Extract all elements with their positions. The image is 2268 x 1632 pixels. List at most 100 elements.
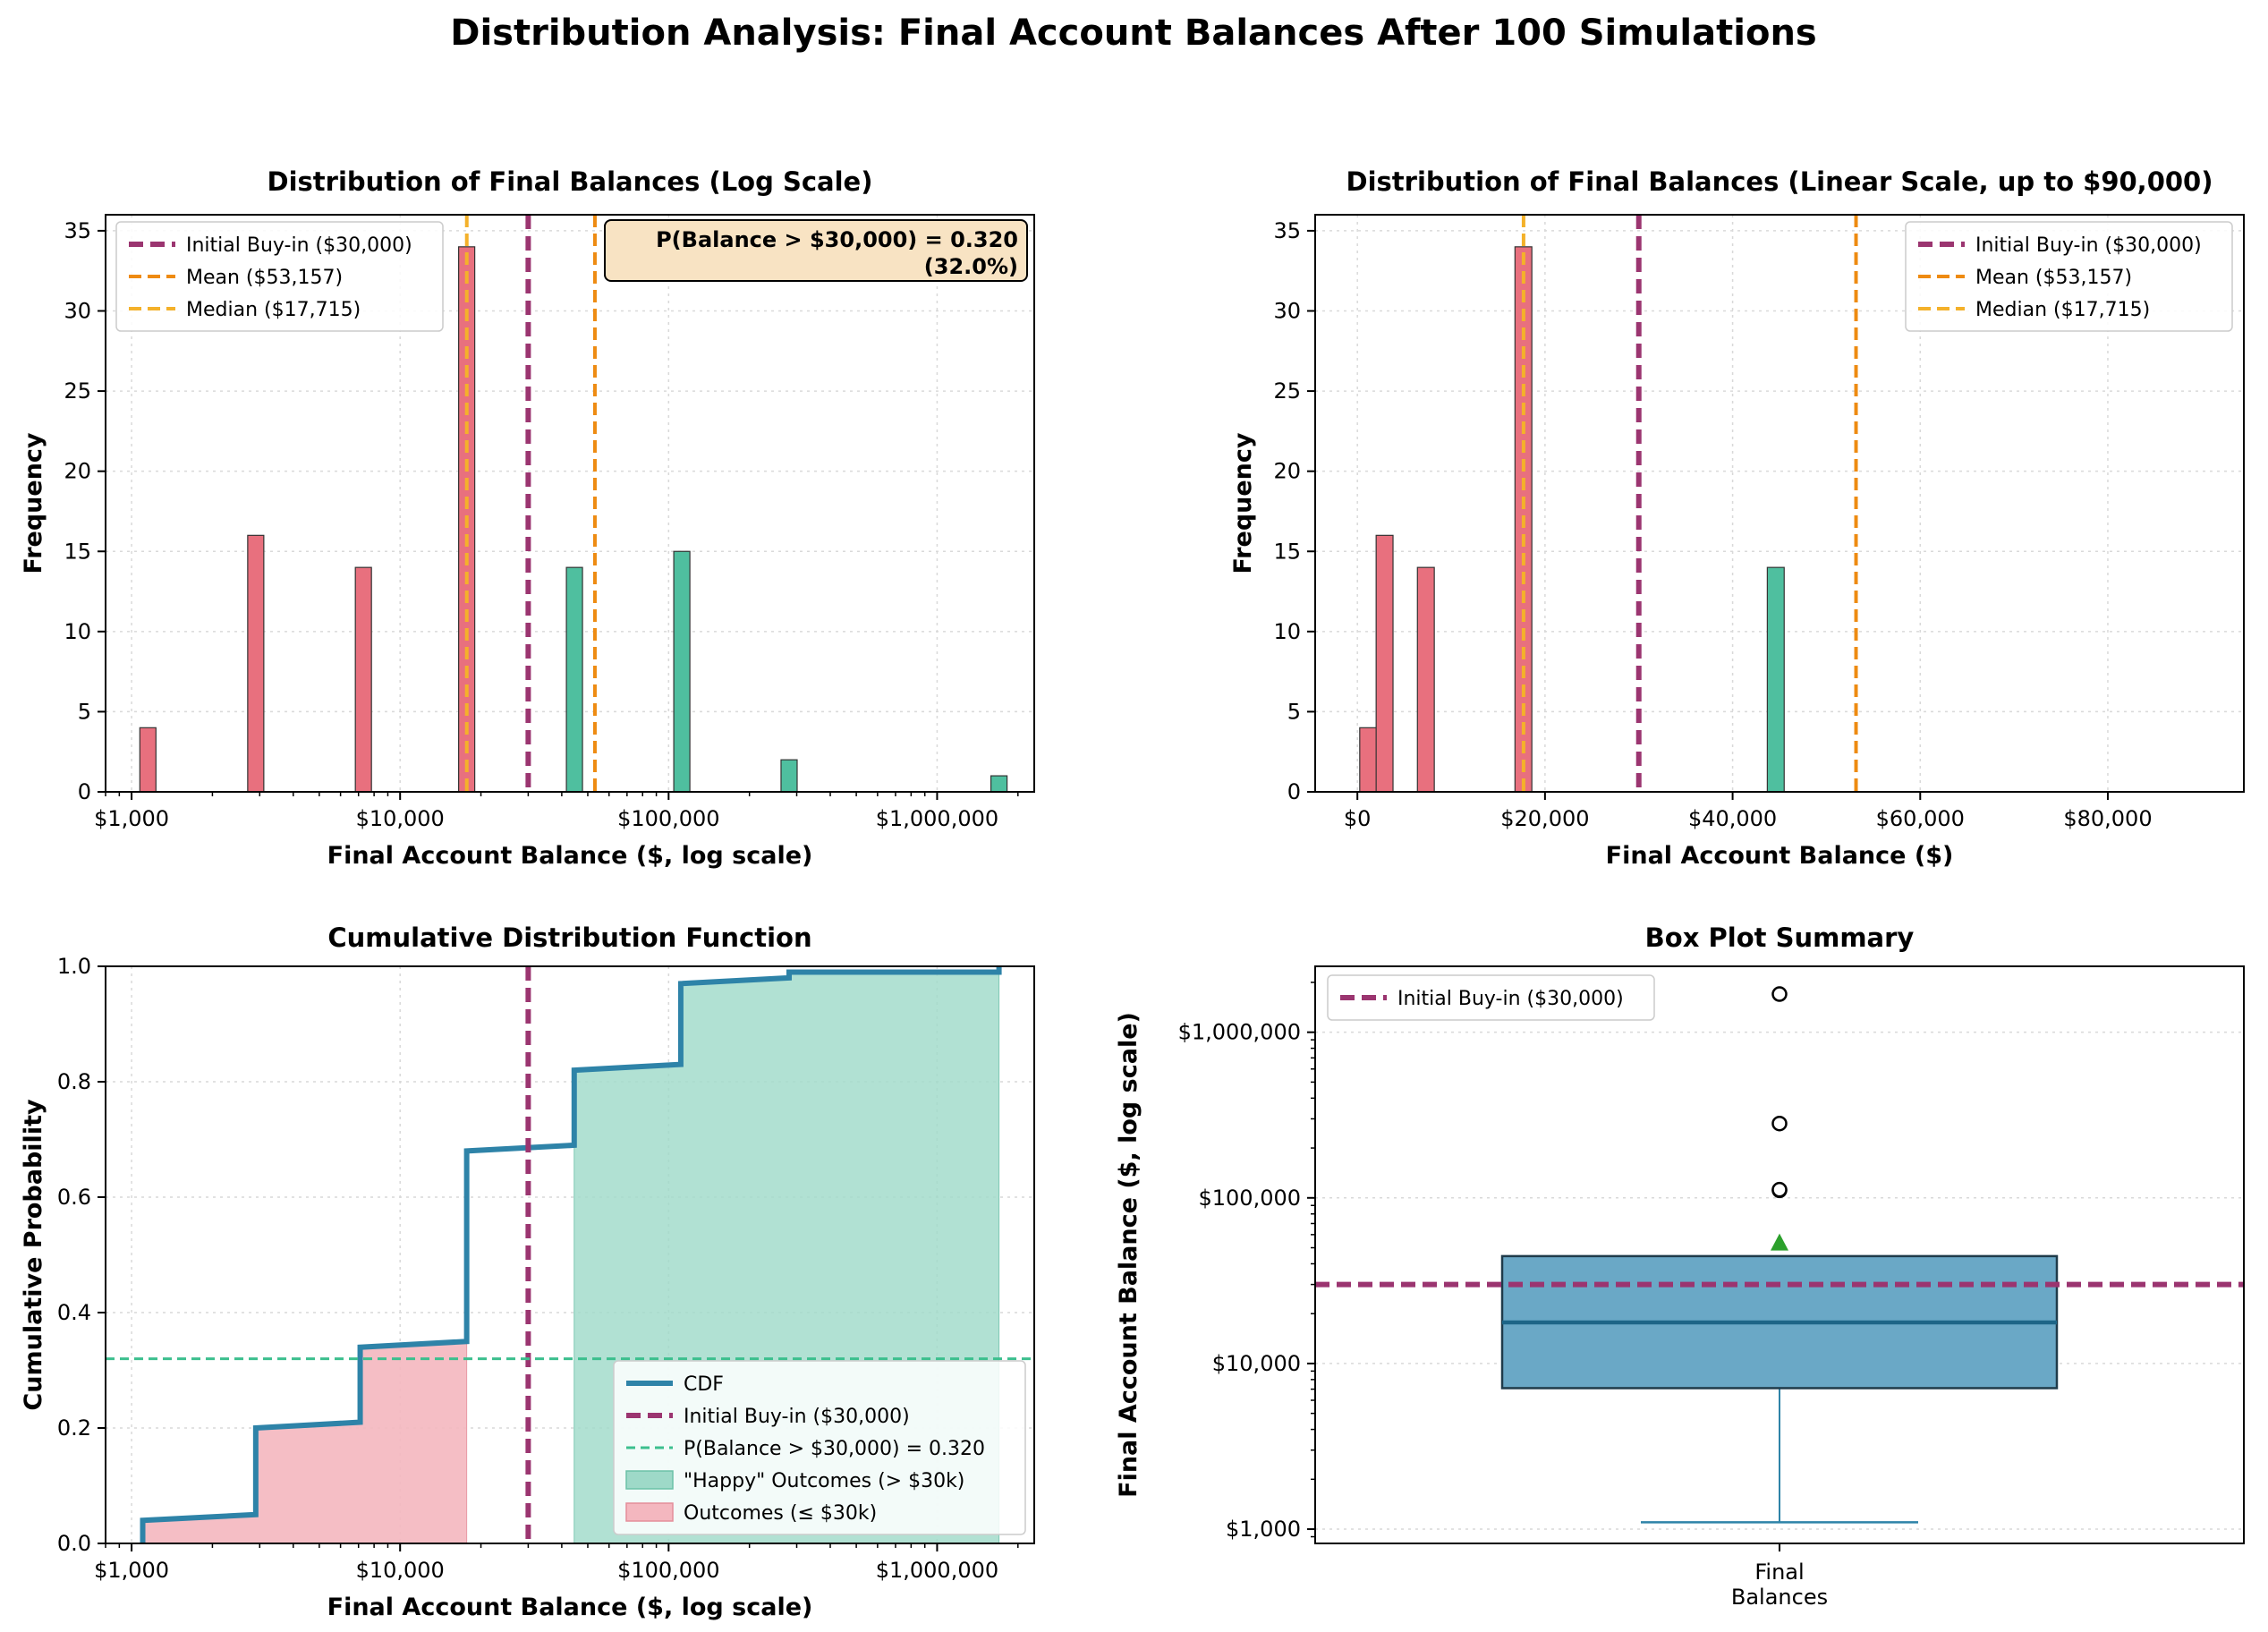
hist-log-legend-entry: Mean ($53,157) [186,267,343,289]
hist-linear-ytick-label: 35 [1273,218,1301,243]
hist-linear-ytick-label: 15 [1273,539,1301,564]
cdf-xtick-label: $10,000 [356,1558,445,1583]
box-xtick-label: Final [1754,1560,1804,1585]
box-outlier [1771,1115,1788,1132]
cdf-xtick-label: $1,000 [94,1558,169,1583]
cdf-panel: Cumulative Distribution Function 0.0 0.2 0.… [20,922,1035,1621]
cdf-ytick-label: 1.0 [57,954,91,979]
hist-log-annotation-line1: P(Balance > $30,000) = 0.320 [656,227,1018,252]
cdf-xlabel: Final Account Balance ($, log scale) [327,1594,813,1621]
cdf-xtick-label: $100,000 [617,1558,720,1583]
hist-linear-legend-entry: Initial Buy-in ($30,000) [1975,234,2202,257]
hist-log-ytick-label: 25 [64,378,91,404]
hist-log-xtick-label: $100,000 [617,806,720,831]
hist-log-ytick-label: 35 [64,218,91,243]
hist-log-bar [247,534,265,793]
cdf-ytick-label: 0.0 [57,1531,91,1556]
box-title: Box Plot Summary [1645,922,1915,953]
hist-log-bar [990,775,1008,793]
cdf-low-area [142,1151,468,1544]
hist-log-ytick-label: 15 [64,539,91,564]
hist-linear-bar [1416,566,1435,793]
hist-log-legend-entry: Initial Buy-in ($30,000) [186,234,412,257]
hist-log-bar [673,550,691,793]
hist-linear-xtick-label: $40,000 [1688,806,1777,831]
box-ylabel: Final Account Balance ($, log scale) [1115,1012,1142,1498]
hist-linear-legend-entry: Median ($17,715) [1975,299,2150,321]
hist-linear-ytick-label: 30 [1273,299,1301,324]
hist-linear-ytick-label: 20 [1273,459,1301,484]
hist-linear-xtick-label: $20,000 [1500,806,1589,831]
cdf-cdf-line [140,966,1002,1543]
hist-linear-bar [1375,534,1394,793]
hist-log-panel: Distribution of Final Balances (Log Scal… [20,166,1035,870]
hist-log-ytick-label: 5 [78,699,91,724]
box-outlier [1771,986,1788,1002]
box-outlier [1771,1181,1788,1198]
box-frame [1314,965,2245,1544]
hist-linear-ytick-label: 5 [1287,699,1301,724]
cdf-ytick-label: 0.6 [57,1185,91,1210]
hist-log-bar [139,727,157,793]
hist-linear-ytick-label: 25 [1273,378,1301,404]
cdf-legend-box [613,1360,1026,1535]
hist-log-xlabel: Final Account Balance ($, log scale) [327,842,813,870]
hist-log-bar [354,566,372,793]
hist-linear-xlabel: Final Account Balance ($) [1606,842,1954,870]
hist-linear-xtick-label: $0 [1344,806,1372,831]
box-mean-marker [1771,1233,1788,1251]
cdf-legend-entry: P(Balance > $30,000) = 0.320 [684,1438,985,1460]
hist-linear-bar [1359,727,1378,793]
hist-linear-bar [1766,566,1785,793]
hist-log-xtick-label: $10,000 [356,806,445,831]
box-legend-entry: Initial Buy-in ($30,000) [1397,988,1624,1010]
figure-title: Distribution Analysis: Final Account Bal… [450,13,1816,54]
hist-log-ytick-label: 20 [64,459,91,484]
hist-linear-title: Distribution of Final Balances (Linear S… [1346,166,2213,197]
hist-linear-xtick-label: $60,000 [1876,806,1965,831]
box-ytick-label: $1,000 [1226,1517,1301,1542]
hist-linear-ytick-label: 0 [1287,779,1301,804]
hist-log-annotation-line2: (32.0%) [924,254,1018,279]
hist-log-ytick-label: 0 [78,779,91,804]
box-panel: Box Plot Summary $1,000 $10,000 $100,000 $1,… [1115,922,2245,1610]
cdf-ytick-label: 0.4 [57,1300,91,1325]
box-xtick-label: Balances [1731,1585,1828,1610]
hist-linear-xtick-label: $80,000 [2063,806,2152,831]
box-ytick-label: $100,000 [1198,1186,1301,1211]
hist-linear-panel: Distribution of Final Balances (Linear S… [1229,166,2245,870]
hist-log-ytick-label: 10 [64,619,91,644]
hist-linear-frame [1314,214,2245,793]
hist-linear-legend-entry: Mean ($53,157) [1975,267,2132,289]
hist-log-bar [565,566,583,793]
cdf-legend-swatch [625,1470,674,1490]
hist-linear-ytick-label: 10 [1273,619,1301,644]
hist-log-frame [105,214,1035,793]
cdf-legend-entry: Initial Buy-in ($30,000) [684,1406,910,1428]
hist-log-bar [780,759,798,793]
cdf-ytick-label: 0.2 [57,1415,91,1441]
cdf-ytick-label: 0.8 [57,1069,91,1094]
cdf-frame [105,965,1035,1544]
cdf-legend-entry: Outcomes (≤ $30k) [684,1502,877,1525]
hist-log-legend-entry: Median ($17,715) [186,299,361,321]
cdf-legend-swatch [625,1502,674,1522]
box-ytick-label: $1,000,000 [1178,1020,1301,1045]
box-ytick-label: $10,000 [1212,1351,1301,1376]
cdf-xtick-label: $1,000,000 [876,1558,998,1583]
hist-log-xtick-label: $1,000 [94,806,169,831]
cdf-ylabel: Cumulative Probability [20,1099,47,1411]
hist-log-annotation-box [604,219,1028,282]
hist-log-ytick-label: 30 [64,299,91,324]
hist-linear-ylabel: Frequency [1229,432,1257,574]
hist-log-title: Distribution of Final Balances (Log Scal… [268,166,873,197]
hist-linear-legend-box [1905,221,2233,332]
box-legend-box [1327,974,1655,1021]
hist-log-xtick-label: $1,000,000 [876,806,998,831]
cdf-legend-entry: "Happy" Outcomes (> $30k) [684,1470,964,1492]
cdf-legend-entry: CDF [684,1373,724,1396]
hist-log-legend-box [115,221,444,332]
hist-log-ylabel: Frequency [20,432,47,574]
cdf-title: Cumulative Distribution Function [327,922,811,953]
